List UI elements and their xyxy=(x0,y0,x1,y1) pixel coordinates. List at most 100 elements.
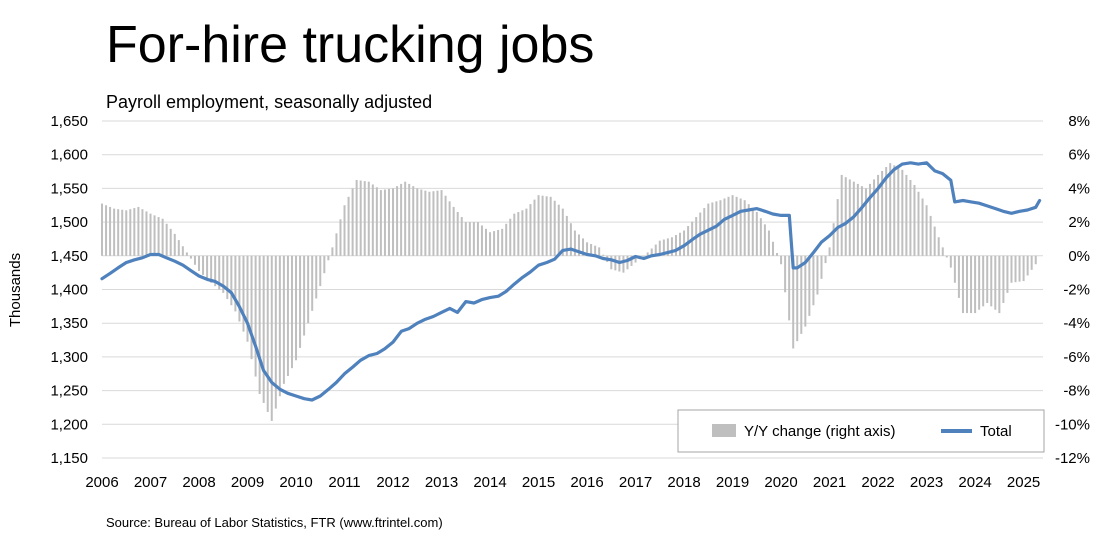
yoy-bar xyxy=(776,252,779,256)
yoy-bar xyxy=(440,190,443,256)
yoy-bar xyxy=(662,239,665,256)
yoy-bar xyxy=(670,237,673,256)
x-tick-label: 2023 xyxy=(910,474,943,491)
chart-title: For-hire trucking jobs xyxy=(106,16,594,74)
yoy-bar xyxy=(582,238,585,256)
yoy-bar xyxy=(513,213,516,256)
x-tick-label: 2024 xyxy=(958,474,991,491)
yoy-bar xyxy=(489,232,492,256)
left-tick-label: 1,200 xyxy=(50,416,88,433)
yoy-bar xyxy=(1002,255,1005,303)
right-axis-ticks: -12% -10% -8% -6% -4% -2% 0% 2% 4% 6% 8% xyxy=(1055,113,1090,467)
left-axis-ticks: 1,150 1,200 1,250 1,300 1,350 1,400 1,450 1,500… xyxy=(50,113,88,467)
yoy-bar xyxy=(622,255,625,273)
yoy-bar xyxy=(970,255,973,314)
yoy-bar xyxy=(262,255,265,403)
legend: Y/Y change (right axis) Total xyxy=(677,409,1045,453)
yoy-bar xyxy=(363,181,366,256)
yoy-bar xyxy=(755,211,758,256)
yoy-bar xyxy=(327,255,330,261)
yoy-bar xyxy=(371,184,374,256)
yoy-bar xyxy=(202,255,205,275)
yoy-bar xyxy=(893,165,896,256)
yoy-bar xyxy=(759,218,762,256)
yoy-bar xyxy=(602,254,605,256)
yoy-bar xyxy=(484,228,487,256)
yoy-bar xyxy=(1030,255,1033,270)
yoy-bar xyxy=(153,215,156,256)
right-tick-label: 6% xyxy=(1068,147,1090,164)
yoy-bar xyxy=(214,255,217,287)
yoy-bar xyxy=(715,201,718,256)
yoy-bar xyxy=(404,181,407,256)
yoy-bar xyxy=(856,183,859,256)
yoy-bar xyxy=(719,200,722,256)
yoy-bar xyxy=(157,217,160,256)
yoy-bar xyxy=(517,211,520,256)
yoy-bar xyxy=(274,255,277,409)
yoy-bar xyxy=(448,201,451,256)
right-tick-label: 4% xyxy=(1068,180,1090,197)
yoy-bar xyxy=(173,233,176,256)
yoy-bar xyxy=(286,255,289,376)
yoy-bar xyxy=(646,252,649,256)
yoy-bar xyxy=(525,208,528,256)
right-tick-label: 2% xyxy=(1068,214,1090,231)
x-tick-label: 2018 xyxy=(667,474,700,491)
x-tick-label: 2017 xyxy=(619,474,652,491)
yoy-bars xyxy=(101,163,1037,421)
yoy-bar xyxy=(375,187,378,256)
yoy-bar xyxy=(117,209,120,256)
yoy-bar xyxy=(408,183,411,256)
yoy-bar xyxy=(412,186,415,256)
yoy-bar xyxy=(614,255,617,271)
x-tick-label: 2015 xyxy=(522,474,555,491)
yoy-bar xyxy=(832,223,835,256)
yoy-bar xyxy=(998,255,1001,314)
yoy-bar xyxy=(444,195,447,256)
yoy-bar xyxy=(278,255,281,397)
yoy-bar xyxy=(723,198,726,256)
yoy-bar xyxy=(654,244,657,256)
yoy-bar xyxy=(282,255,285,384)
yoy-bar xyxy=(468,222,471,256)
yoy-bar xyxy=(937,237,940,256)
yoy-bar xyxy=(957,255,960,298)
yoy-bar xyxy=(860,186,863,256)
yoy-bar xyxy=(941,247,944,256)
yoy-bar xyxy=(537,195,540,256)
yoy-bar xyxy=(828,247,831,256)
yoy-bar xyxy=(792,255,795,349)
right-tick-label: 8% xyxy=(1068,113,1090,130)
y-axis-title: Thousands xyxy=(7,253,24,327)
x-tick-label: 2012 xyxy=(376,474,409,491)
yoy-bar xyxy=(509,218,512,256)
yoy-bar xyxy=(165,223,168,256)
yoy-bar xyxy=(161,218,164,256)
x-tick-label: 2009 xyxy=(231,474,264,491)
yoy-bar xyxy=(594,245,597,256)
left-tick-label: 1,400 xyxy=(50,282,88,299)
yoy-bar xyxy=(565,215,568,256)
yoy-bar xyxy=(610,255,613,270)
yoy-bar xyxy=(868,183,871,256)
yoy-bar xyxy=(149,213,152,256)
yoy-bar xyxy=(464,222,467,256)
yoy-bar xyxy=(299,255,302,348)
yoy-bar xyxy=(307,255,310,324)
yoy-bar xyxy=(974,255,977,314)
chart-subtitle: Payroll employment, seasonally adjusted xyxy=(106,92,432,112)
yoy-bar xyxy=(145,211,148,256)
right-tick-label: -12% xyxy=(1055,450,1090,467)
yoy-bar xyxy=(137,206,140,256)
yoy-bar xyxy=(121,209,124,256)
x-tick-label: 2008 xyxy=(182,474,215,491)
x-tick-label: 2014 xyxy=(473,474,506,491)
yoy-bar xyxy=(400,183,403,256)
yoy-bar xyxy=(432,191,435,256)
legend-bars-swatch xyxy=(712,424,736,437)
yoy-bar xyxy=(877,174,880,256)
yoy-bar xyxy=(743,200,746,256)
yoy-bar xyxy=(533,199,536,256)
yoy-bar xyxy=(739,198,742,256)
